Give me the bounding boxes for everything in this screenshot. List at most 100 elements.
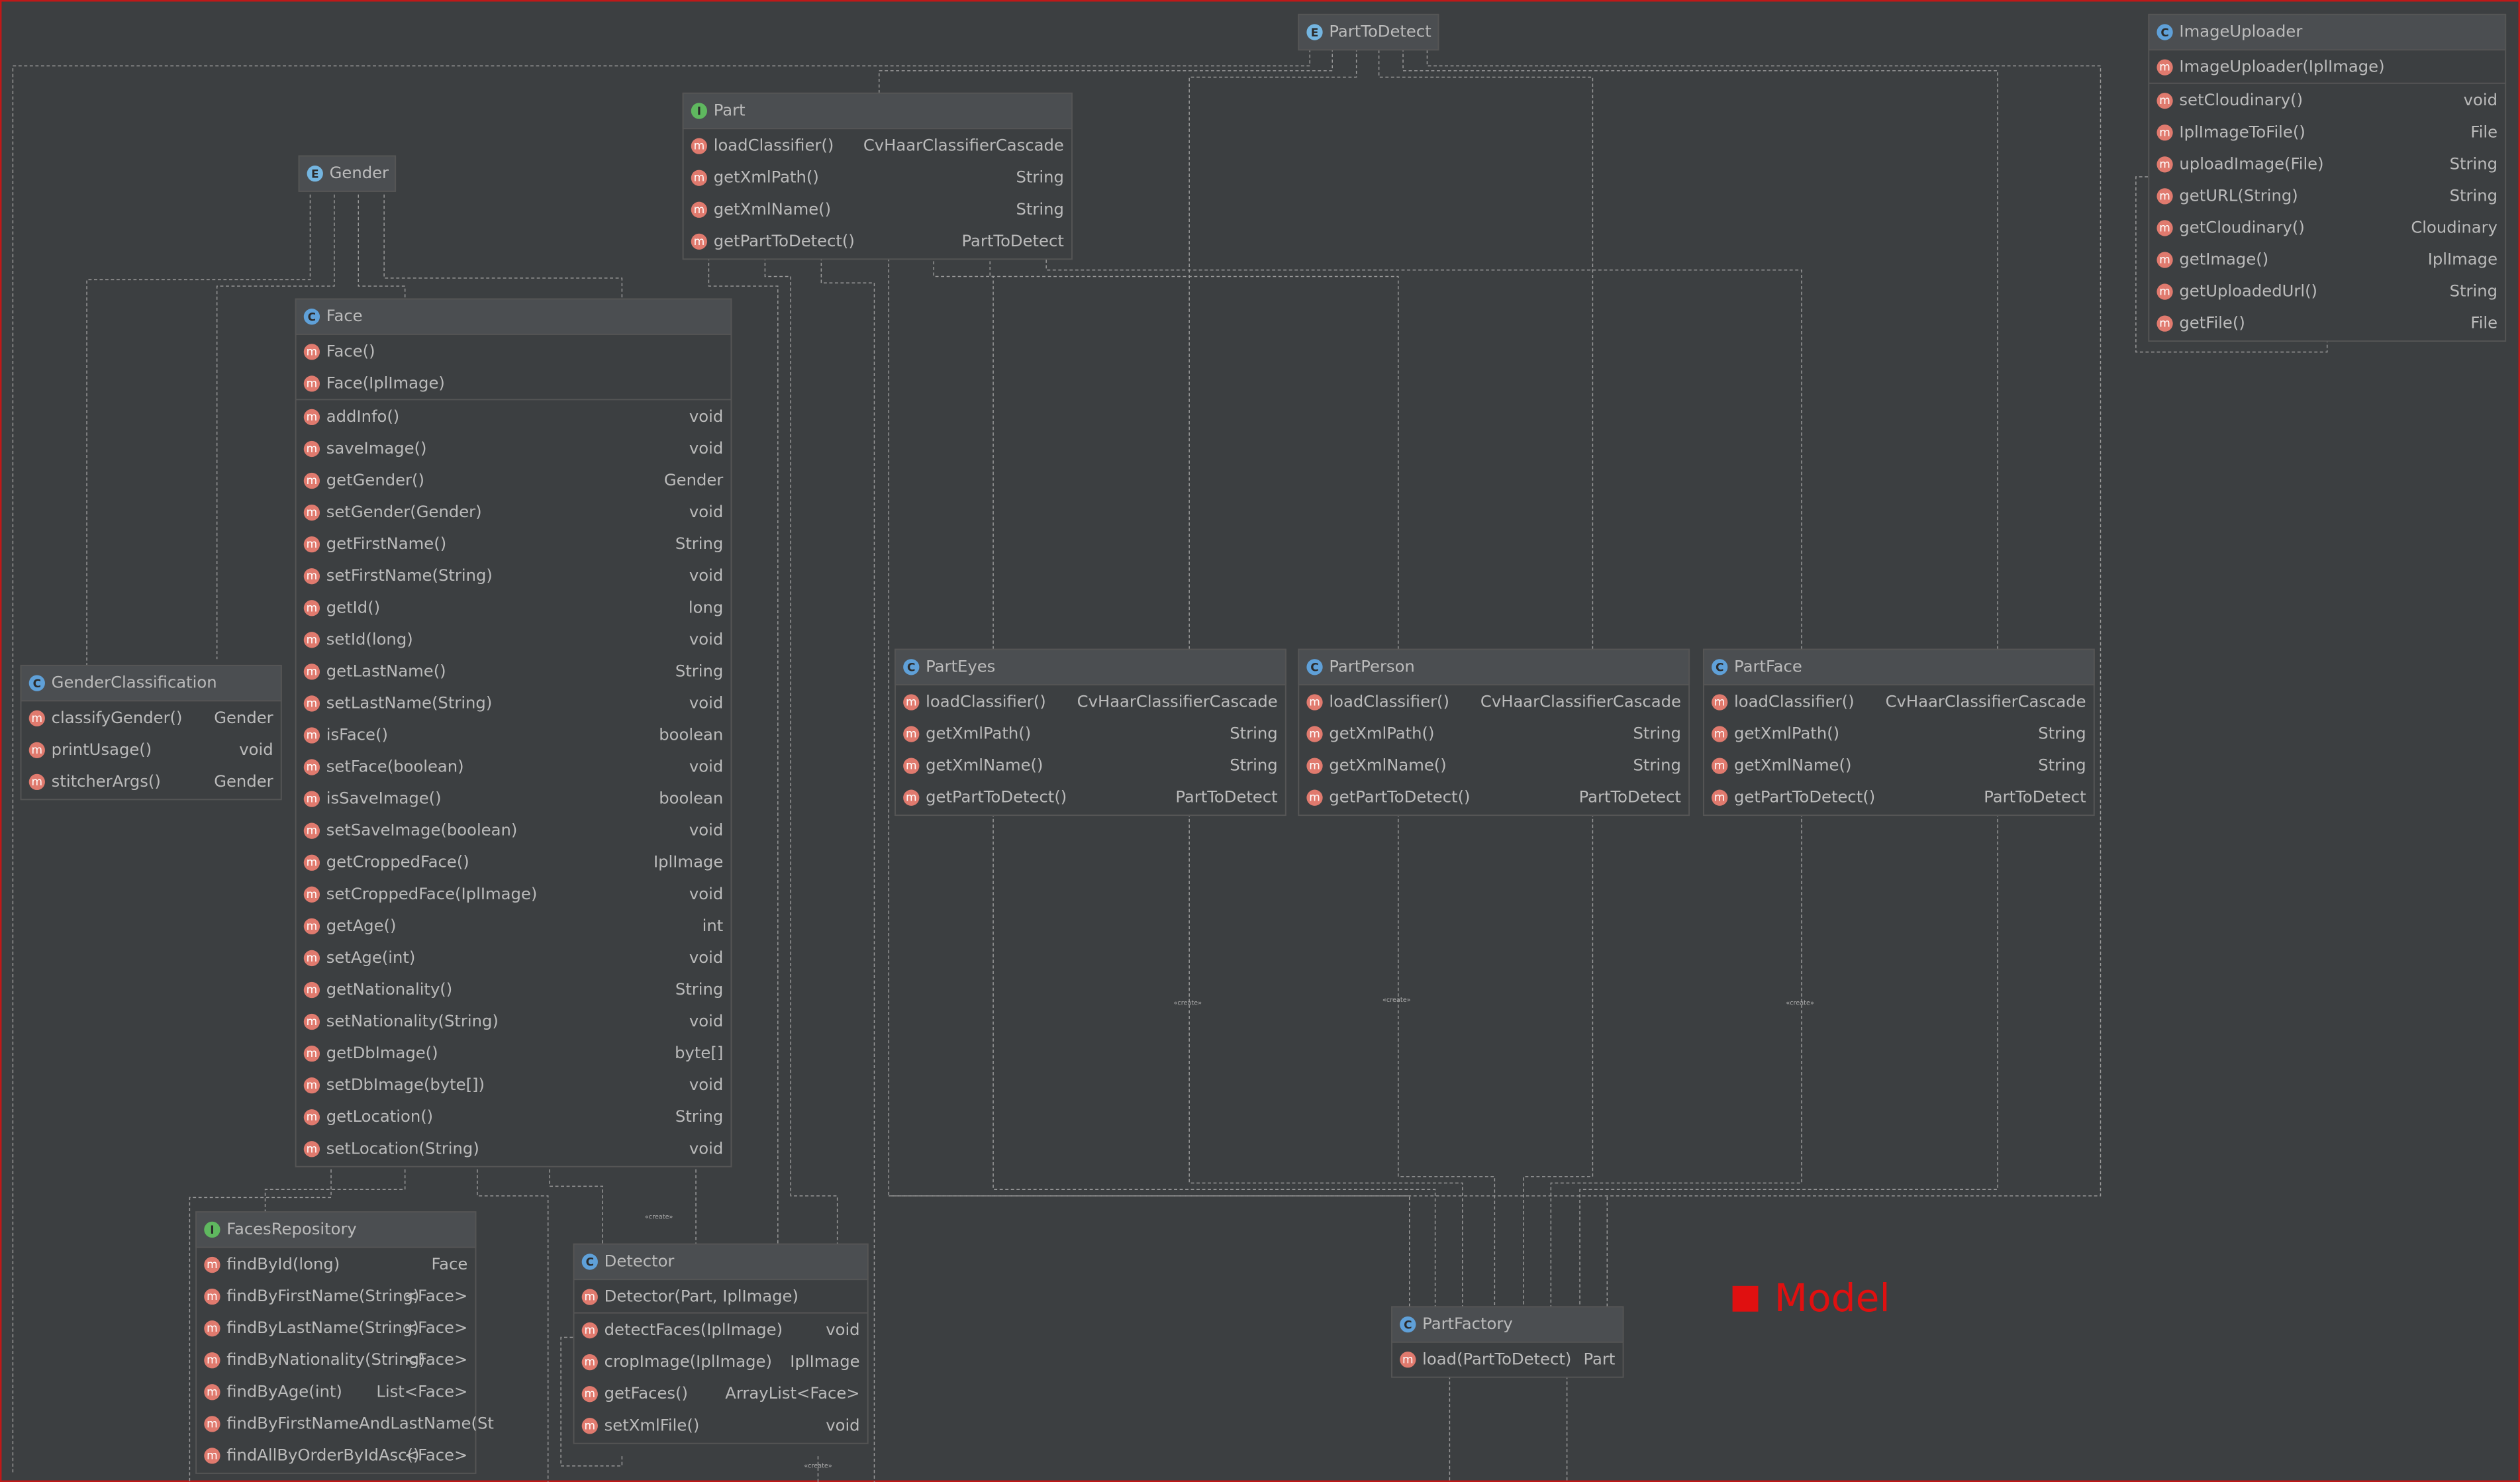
node-header: [1702, 648, 2095, 686]
class-name: PartPerson: [1329, 656, 1414, 675]
member-letter: m: [307, 888, 318, 901]
edge: [477, 1163, 549, 1482]
member-name: getXmlName(): [714, 199, 831, 219]
class-node: C PartFace m loadClassifier() CvHaarClassifi…: [1702, 648, 2095, 816]
member-type: Cloudinary: [2411, 217, 2497, 236]
edge: [879, 50, 1333, 93]
kind-letter: C: [1716, 662, 1723, 675]
member-name: isFace(): [326, 725, 388, 744]
package-label: Model: [1774, 1275, 1890, 1320]
member-letter: m: [585, 1324, 596, 1337]
member-icon: [303, 375, 320, 392]
member-name: setDbImage(byte[]): [326, 1075, 485, 1094]
member-icon: [903, 726, 920, 742]
member-type: String: [2038, 724, 2086, 743]
edge: [889, 1195, 1410, 1307]
member-icon: [28, 742, 45, 758]
member-type: void: [826, 1415, 859, 1434]
member-name: getFile(): [2179, 313, 2245, 332]
node-header: [2148, 13, 2507, 51]
member-name: getXmlPath(): [1329, 724, 1434, 743]
member-name: getPartToDetect(): [1329, 787, 1470, 807]
member-icon: [2157, 315, 2173, 332]
kind-icon: [2157, 24, 2173, 40]
member-type: Gender: [214, 771, 273, 791]
member-name: getXmlPath(): [714, 168, 819, 187]
member-type: IplImage: [790, 1352, 859, 1371]
member-icon: [303, 981, 320, 999]
member-type: PartToDetect: [1579, 787, 1681, 807]
member-letter: m: [906, 696, 917, 709]
member-name: getPartToDetect(): [714, 231, 855, 250]
member-icon: [1712, 694, 1728, 711]
member-letter: m: [1714, 696, 1725, 709]
kind-icon: [307, 166, 323, 182]
member-icon: [303, 791, 320, 807]
kind-letter: I: [210, 1224, 214, 1237]
member-icon: [204, 1416, 220, 1432]
member-icon: [204, 1256, 220, 1273]
member-icon: [1712, 726, 1728, 742]
member-icon: [303, 822, 320, 839]
member-type: PartToDetect: [961, 231, 1063, 250]
member-letter: m: [307, 793, 318, 806]
member-type: long: [689, 597, 723, 617]
member-name: setFace(boolean): [326, 757, 464, 776]
member-name: setGender(Gender): [326, 502, 482, 521]
member-icon: [1306, 694, 1323, 711]
class-name: Detector: [605, 1251, 675, 1270]
member-icon: [303, 409, 320, 426]
member-type: File: [2470, 122, 2497, 141]
node-header: [1391, 1306, 1624, 1343]
class-node: E Gender: [298, 155, 397, 192]
member-name: setCroppedFace(IplImage): [326, 884, 538, 903]
member-icon: [903, 789, 920, 806]
member-type: void: [689, 629, 723, 648]
member-letter: m: [307, 729, 318, 742]
member-letter: m: [307, 856, 318, 869]
member-icon: [303, 536, 320, 553]
edge: [1523, 813, 1594, 1307]
member-name: Face(): [326, 341, 375, 360]
member-type: String: [675, 534, 723, 553]
kind-letter: E: [311, 168, 319, 181]
member-icon: [303, 600, 320, 617]
member-type: String: [2450, 154, 2497, 173]
member-name: stitcherArgs(): [52, 771, 161, 791]
member-letter: m: [307, 538, 318, 551]
member-letter: m: [307, 474, 318, 487]
member-type: void: [689, 1138, 723, 1158]
member-name: IplImageToFile(): [2179, 122, 2305, 141]
member-letter: m: [1714, 791, 1725, 805]
member-icon: [303, 632, 320, 648]
member-type: File: [2470, 313, 2497, 332]
member-letter: m: [906, 728, 917, 741]
member-icon: [1400, 1352, 1416, 1368]
kind-icon: [1712, 659, 1728, 675]
member-letter: m: [2159, 61, 2170, 74]
member-type: CvHaarClassifierCascade: [1077, 692, 1278, 711]
node-header: [895, 648, 1286, 686]
member-type: Face: [431, 1254, 467, 1273]
kind-icon: [581, 1254, 598, 1270]
member-name: load(PartToDetect): [1422, 1349, 1571, 1368]
member-letter: m: [32, 775, 43, 789]
kind-letter: C: [2160, 26, 2168, 40]
member-type: <Face>: [405, 1318, 468, 1337]
edge-label: «create»: [804, 1463, 832, 1470]
member-letter: m: [307, 569, 318, 583]
class-name: Gender: [330, 163, 389, 182]
member-icon: [581, 1289, 598, 1305]
member-icon: [903, 694, 920, 711]
member-icon: [303, 1141, 320, 1158]
member-icon: [581, 1354, 598, 1371]
edge: [1579, 813, 1998, 1307]
member-letter: m: [307, 442, 318, 456]
edge: [358, 194, 406, 299]
member-name: findByNationality(String): [226, 1350, 425, 1369]
member-name: getFirstName(): [326, 534, 446, 553]
node-header: [682, 92, 1073, 130]
member-icon: [1306, 758, 1323, 774]
